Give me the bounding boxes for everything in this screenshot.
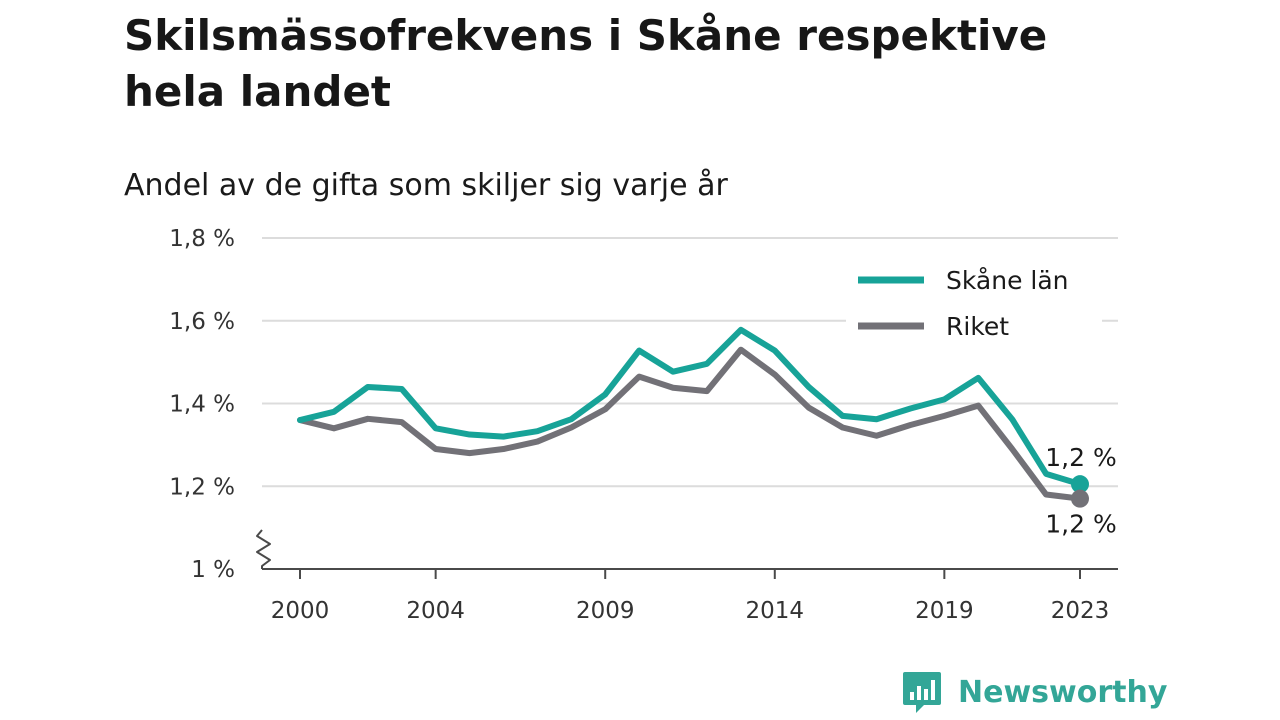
x-tick-label: 2004 (406, 598, 465, 624)
brand-name: Newsworthy (958, 674, 1168, 710)
axes: 1 % 1,2 % 1,4 % 1,6 % 1,8 % 2000 2004 2009 2014 2… (169, 226, 1118, 624)
x-tick-label: 2000 (271, 598, 330, 624)
series-line-riket (297, 346, 1083, 502)
end-label-riket: 1,2 % (1045, 510, 1116, 539)
series-lines (297, 326, 1089, 508)
legend-label: Skåne län (946, 266, 1069, 295)
chart-title: Skilsmässofrekvens i Skåne respektive he… (124, 11, 1048, 116)
end-label-skane: 1,2 % (1045, 443, 1116, 472)
series-line-skane (297, 326, 1083, 488)
y-tick-label: 1 % (191, 557, 235, 583)
end-point-riket (1071, 489, 1089, 508)
end-point-skane (1071, 475, 1089, 494)
x-tick-label: 2014 (746, 598, 805, 624)
x-tick-label: 2019 (915, 598, 974, 624)
newsworthy-bar-chart-icon (903, 672, 941, 713)
y-tick-label: 1,2 % (169, 474, 235, 500)
legend: Skåne län Riket (846, 258, 1102, 350)
y-tick-label: 1,6 % (169, 309, 235, 335)
legend-background (846, 258, 1102, 350)
chart-subtitle: Andel av de gifta som skiljer sig varje … (124, 168, 728, 203)
legend-label: Riket (946, 312, 1009, 341)
y-tick-label: 1,8 % (169, 226, 235, 252)
axis-break-mark (256, 529, 271, 569)
x-tick-label: 2009 (576, 598, 635, 624)
y-tick-label: 1,4 % (169, 392, 235, 418)
newsworthy-logo: Newsworthy (902, 668, 1167, 716)
end-labels: 1,2 % 1,2 % (1045, 443, 1116, 538)
x-tick-label: 2023 (1051, 598, 1110, 624)
